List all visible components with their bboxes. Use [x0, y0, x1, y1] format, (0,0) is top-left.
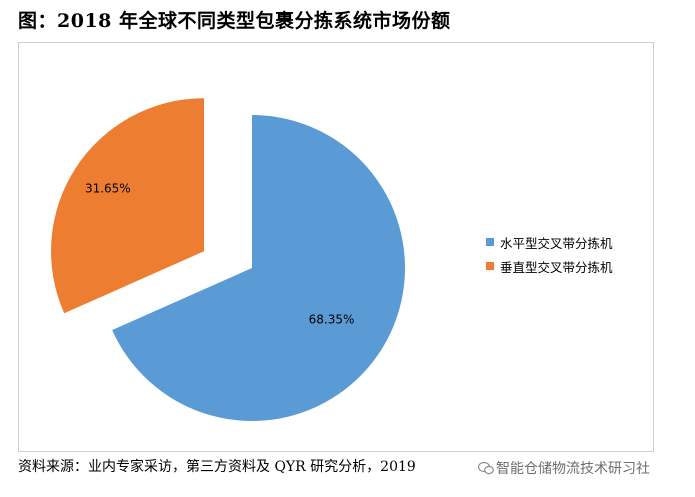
chart-frame: [18, 42, 654, 452]
data-label-1: 31.65%: [85, 182, 131, 196]
legend: 水平型交叉带分拣机 垂直型交叉带分拣机: [486, 230, 613, 278]
legend-swatch-horizontal: [486, 238, 494, 246]
watermark-text: 智能仓储物流技术研习社: [496, 461, 650, 477]
data-label-0: 68.35%: [309, 313, 355, 327]
watermark: 智能仓储物流技术研习社: [478, 458, 650, 478]
legend-label-horizontal: 水平型交叉带分拣机: [500, 235, 613, 251]
chart-title: 图：2018 年全球不同类型包裹分拣系统市场份额: [18, 10, 451, 32]
pie-slice-0: [112, 115, 406, 421]
wechat-icon: [478, 461, 494, 475]
legend-item-vertical: 垂直型交叉带分拣机: [486, 254, 613, 278]
legend-label-vertical: 垂直型交叉带分拣机: [500, 259, 613, 275]
legend-item-horizontal: 水平型交叉带分拣机: [486, 230, 613, 254]
legend-swatch-vertical: [486, 262, 494, 270]
pie-slice-1: [51, 98, 205, 314]
source-note: 资料来源：业内专家采访，第三方资料及 QYR 研究分析，2019: [18, 459, 416, 475]
